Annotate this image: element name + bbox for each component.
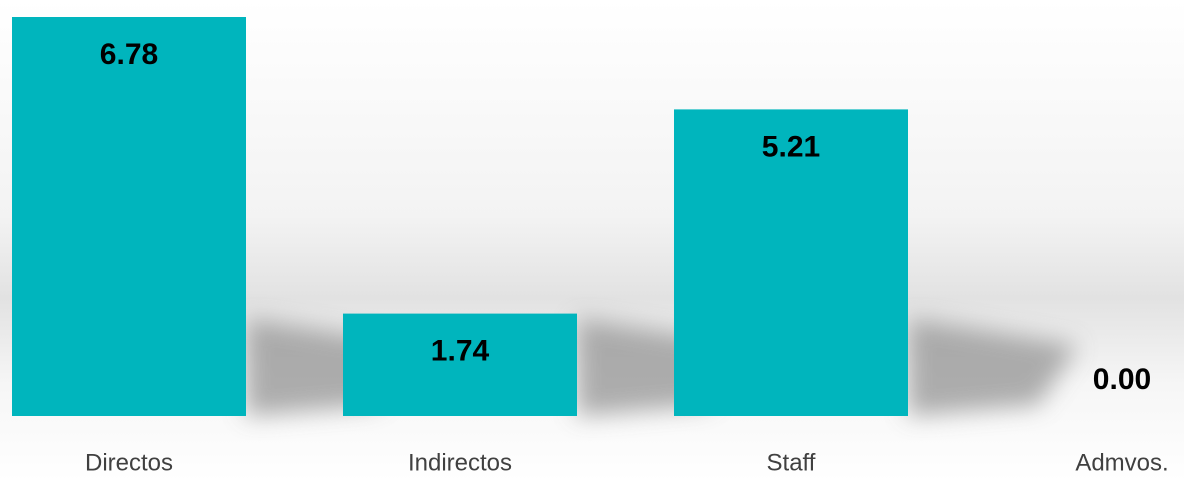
- x-tick-label: Staff: [767, 449, 816, 476]
- x-tick-label: Indirectos: [408, 449, 512, 476]
- data-label: 6.78: [100, 38, 158, 71]
- x-tick-label: Directos: [85, 449, 173, 476]
- bar-shadow: [908, 318, 1078, 416]
- bars: Directos 6.78 Indirectos 1.74 Staff 5.21 Admvo…: [12, 17, 1169, 476]
- bar: [674, 109, 908, 417]
- bar: [343, 313, 577, 416]
- data-label: 5.21: [762, 130, 820, 163]
- bar: [12, 17, 246, 416]
- x-tick-label: Admvos.: [1075, 449, 1168, 476]
- data-label: 0.00: [1093, 363, 1151, 396]
- data-label: 1.74: [431, 335, 490, 368]
